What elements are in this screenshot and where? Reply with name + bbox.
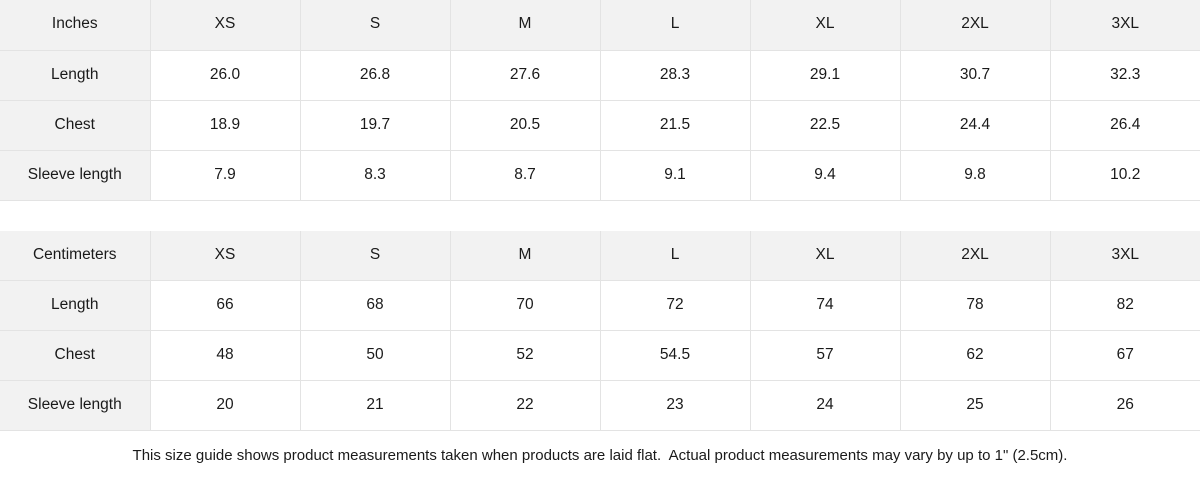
cell-length-2xl: 30.7 [900,50,1051,101]
unit-header-inches: Inches [0,0,151,51]
cell-length-s: 68 [300,280,451,331]
header-row: Inches XS S M L XL 2XL 3XL [0,0,1200,51]
size-table-inches: Inches XS S M L XL 2XL 3XL Length 26.0 2… [0,0,1200,201]
cell-length-m: 70 [450,280,601,331]
footnote-row: This size guide shows product measuremen… [0,431,1200,480]
cell-sleeve-2xl: 9.8 [900,150,1051,201]
row-label-sleeve-length: Sleeve length [0,380,151,431]
column-header-l: L [600,0,751,51]
cell-length-3xl: 82 [1050,280,1200,331]
cell-chest-s: 19.7 [300,100,451,151]
column-header-s: S [300,230,451,281]
cell-sleeve-l: 23 [600,380,751,431]
table-row: Length 26.0 26.8 27.6 28.3 29.1 30.7 32.… [0,50,1200,101]
column-header-m: M [450,0,601,51]
table-row: Chest 48 50 52 54.5 57 62 67 [0,330,1200,381]
cell-chest-m: 52 [450,330,601,381]
table-row: Sleeve length 7.9 8.3 8.7 9.1 9.4 9.8 10… [0,150,1200,201]
header-row: Centimeters XS S M L XL 2XL 3XL [0,230,1200,281]
size-table-inches-header: Inches XS S M L XL 2XL 3XL [0,0,1200,51]
column-header-s: S [300,0,451,51]
cell-sleeve-3xl: 10.2 [1050,150,1200,201]
cell-length-l: 72 [600,280,751,331]
cell-length-m: 27.6 [450,50,601,101]
cell-chest-xl: 57 [750,330,901,381]
size-table-inches-body: Length 26.0 26.8 27.6 28.3 29.1 30.7 32.… [0,50,1200,201]
cell-sleeve-l: 9.1 [600,150,751,201]
column-header-xl: XL [750,0,901,51]
column-header-l: L [600,230,751,281]
cell-chest-xs: 18.9 [150,100,301,151]
cell-chest-m: 20.5 [450,100,601,151]
column-header-2xl: 2XL [900,230,1051,281]
column-header-xs: XS [150,0,301,51]
cell-length-xs: 66 [150,280,301,331]
table-row: Sleeve length 20 21 22 23 24 25 26 [0,380,1200,431]
cell-chest-3xl: 26.4 [1050,100,1200,151]
cell-sleeve-m: 8.7 [450,150,601,201]
cell-chest-xs: 48 [150,330,301,381]
row-label-length: Length [0,280,151,331]
row-label-sleeve-length: Sleeve length [0,150,151,201]
cell-chest-l: 21.5 [600,100,751,151]
table-spacer [0,200,1200,231]
cell-sleeve-3xl: 26 [1050,380,1200,431]
column-header-2xl: 2XL [900,0,1051,51]
cell-sleeve-m: 22 [450,380,601,431]
size-guide-footnote: This size guide shows product measuremen… [132,446,1068,464]
table-row: Length 66 68 70 72 74 78 82 [0,280,1200,331]
cell-length-2xl: 78 [900,280,1051,331]
column-header-3xl: 3XL [1050,0,1200,51]
row-label-length: Length [0,50,151,101]
column-header-3xl: 3XL [1050,230,1200,281]
cell-length-xl: 29.1 [750,50,901,101]
cell-length-xs: 26.0 [150,50,301,101]
size-table-centimeters: Centimeters XS S M L XL 2XL 3XL Length 6… [0,230,1200,431]
cell-length-s: 26.8 [300,50,451,101]
cell-sleeve-xl: 9.4 [750,150,901,201]
column-header-xs: XS [150,230,301,281]
unit-header-centimeters: Centimeters [0,230,151,281]
cell-chest-2xl: 62 [900,330,1051,381]
cell-chest-l: 54.5 [600,330,751,381]
cell-length-3xl: 32.3 [1050,50,1200,101]
cell-sleeve-2xl: 25 [900,380,1051,431]
column-header-m: M [450,230,601,281]
column-header-xl: XL [750,230,901,281]
cell-chest-2xl: 24.4 [900,100,1051,151]
cell-sleeve-xl: 24 [750,380,901,431]
cell-sleeve-s: 21 [300,380,451,431]
cell-sleeve-xs: 7.9 [150,150,301,201]
cell-sleeve-s: 8.3 [300,150,451,201]
cell-chest-xl: 22.5 [750,100,901,151]
row-label-chest: Chest [0,330,151,381]
cell-chest-s: 50 [300,330,451,381]
cell-sleeve-xs: 20 [150,380,301,431]
cell-length-l: 28.3 [600,50,751,101]
size-table-centimeters-body: Length 66 68 70 72 74 78 82 Chest 48 50 … [0,280,1200,431]
size-table-centimeters-header: Centimeters XS S M L XL 2XL 3XL [0,230,1200,281]
table-row: Chest 18.9 19.7 20.5 21.5 22.5 24.4 26.4 [0,100,1200,151]
cell-length-xl: 74 [750,280,901,331]
row-label-chest: Chest [0,100,151,151]
cell-chest-3xl: 67 [1050,330,1200,381]
